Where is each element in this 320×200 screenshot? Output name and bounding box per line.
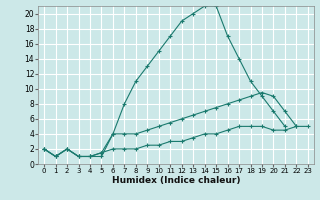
X-axis label: Humidex (Indice chaleur): Humidex (Indice chaleur)	[112, 176, 240, 185]
